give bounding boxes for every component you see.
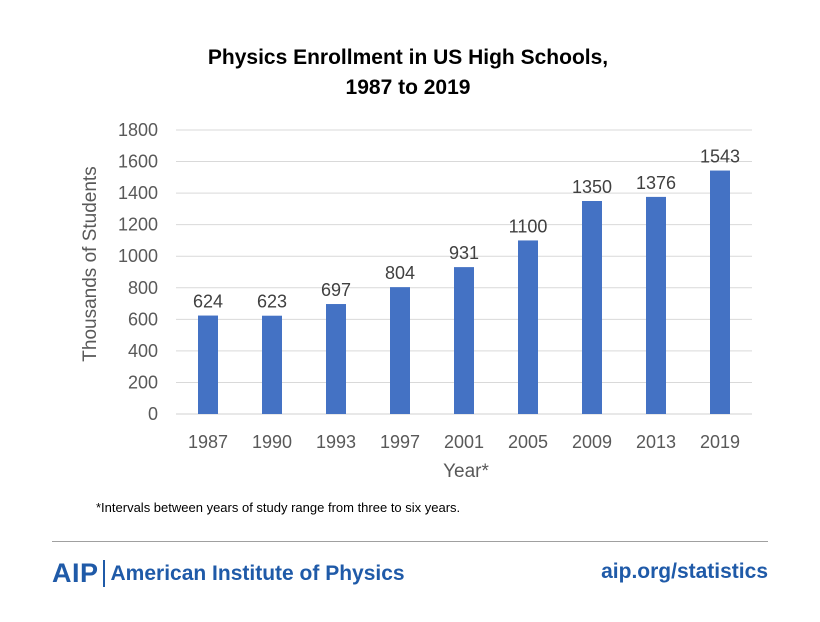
y-tick-label: 600	[128, 309, 158, 329]
x-axis-ticks: 1987 1990 1993 1997 2001 2005 2009 2013 2019	[188, 432, 740, 452]
footer-divider	[52, 541, 768, 542]
x-tick-label-2013: 2013	[636, 432, 676, 452]
logo-separator	[102, 560, 105, 587]
y-tick-label: 400	[128, 341, 158, 361]
data-label-1987: 624	[193, 292, 223, 312]
y-tick-label: 800	[128, 278, 158, 298]
bar-1990	[262, 315, 282, 414]
chart-title-line-2: 1987 to 2019	[346, 76, 471, 99]
website-link[interactable]: aip.org/statistics	[601, 560, 768, 583]
x-tick-label-2001: 2001	[444, 432, 484, 452]
bar-chart: Physics Enrollment in US High Schools, 1…	[80, 46, 752, 482]
y-axis-ticks: 0 200 400 600 800 1000 1200 1400 1600 1800	[118, 120, 158, 424]
logo-mark: AIP	[52, 558, 99, 588]
bar-2019	[710, 170, 730, 414]
data-label-2001: 931	[449, 243, 479, 263]
data-label-1990: 623	[257, 292, 287, 312]
data-labels: 624 623 697 804 931 1100 1350 1376 1543	[193, 147, 740, 312]
chart-title-line-1: Physics Enrollment in US High Schools,	[208, 46, 608, 69]
bar-2013	[646, 196, 666, 414]
footnote: *Intervals between years of study range …	[96, 500, 461, 515]
data-label-2019: 1543	[700, 147, 740, 167]
data-label-2013: 1376	[636, 173, 676, 193]
y-tick-label: 1800	[118, 120, 158, 140]
y-tick-label: 200	[128, 372, 158, 392]
x-tick-label-1993: 1993	[316, 432, 356, 452]
y-tick-label: 1600	[118, 152, 158, 172]
bar-1987	[198, 315, 218, 414]
y-tick-label: 1400	[118, 183, 158, 203]
data-label-1997: 804	[385, 263, 415, 283]
bar-1997	[390, 287, 410, 414]
bar-2001	[454, 267, 474, 414]
bar-2005	[518, 240, 538, 414]
x-tick-label-1997: 1997	[380, 432, 420, 452]
aip-logo: AIP American Institute of Physics	[52, 558, 405, 589]
x-tick-label-1987: 1987	[188, 432, 228, 452]
data-label-2009: 1350	[572, 177, 612, 197]
x-tick-label-2019: 2019	[700, 432, 740, 452]
x-tick-label-2009: 2009	[572, 432, 612, 452]
bars	[198, 170, 730, 414]
data-label-1993: 697	[321, 280, 351, 300]
data-label-2005: 1100	[509, 216, 548, 236]
x-tick-label-2005: 2005	[508, 432, 548, 452]
bar-2009	[582, 201, 602, 414]
organization-name: American Institute of Physics	[110, 561, 405, 585]
bar-1993	[326, 304, 346, 414]
y-tick-label: 1200	[118, 215, 158, 235]
x-tick-label-1990: 1990	[252, 432, 292, 452]
x-axis-title: Year*	[443, 461, 489, 482]
y-tick-label: 1000	[118, 246, 158, 266]
y-tick-label: 0	[148, 404, 158, 424]
y-axis-title: Thousands of Students	[80, 166, 101, 361]
